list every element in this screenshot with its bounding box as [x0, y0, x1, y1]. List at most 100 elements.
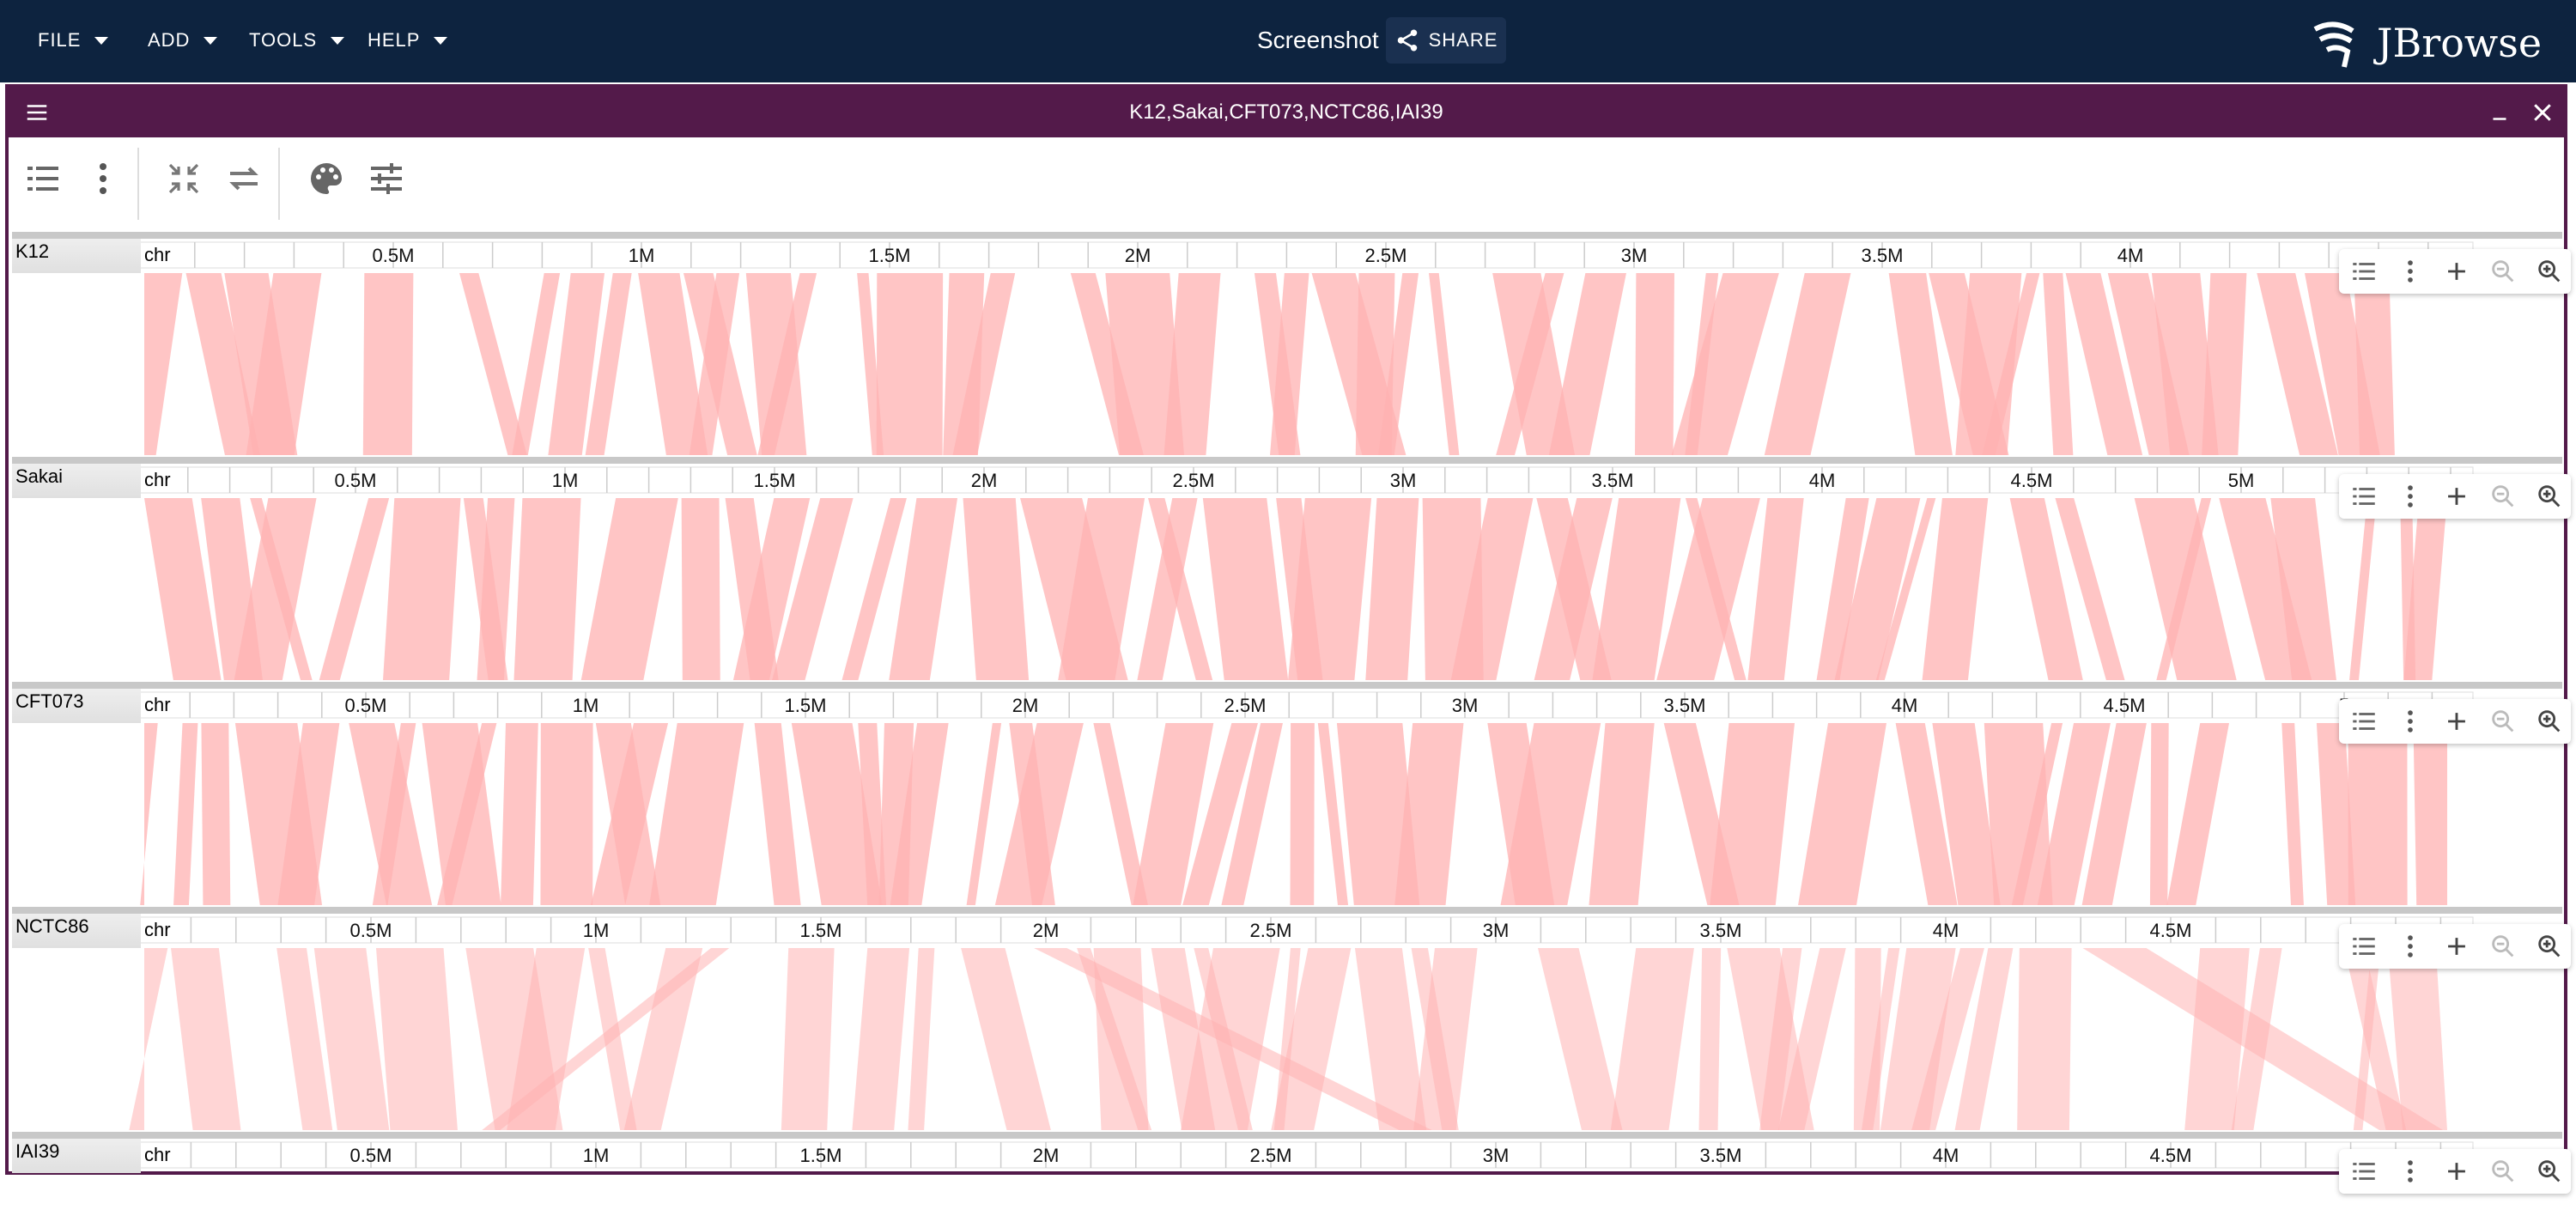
zoom-in-icon[interactable] — [2535, 257, 2564, 286]
synteny-ribbon[interactable] — [1093, 948, 1149, 1130]
track-list-icon[interactable] — [2349, 932, 2379, 961]
synteny-ribbon[interactable] — [319, 498, 390, 680]
synteny-ribbon[interactable] — [2349, 498, 2377, 680]
track-list-icon[interactable] — [2349, 257, 2379, 286]
synteny-ribbon[interactable] — [1764, 273, 1851, 455]
tune-icon[interactable] — [366, 158, 407, 199]
synteny-ribbon[interactable] — [459, 273, 527, 455]
synteny-ribbon[interactable] — [1548, 273, 1626, 455]
file-menu-button[interactable]: FILE — [38, 22, 109, 58]
synteny-ribbon[interactable] — [375, 948, 458, 1130]
zoom-in-icon[interactable] — [2535, 1157, 2564, 1186]
synteny-ribbon[interactable] — [1378, 273, 1419, 455]
synteny-ribbon[interactable] — [1861, 948, 1900, 1130]
hamburger-menu-icon[interactable] — [24, 100, 50, 125]
row-separator[interactable] — [12, 1132, 2562, 1139]
synteny-ribbon[interactable] — [2281, 723, 2304, 905]
synteny-ribbon[interactable] — [1133, 723, 1214, 905]
synteny-ribbon[interactable] — [2413, 723, 2447, 905]
more-vertical-icon[interactable] — [2396, 1157, 2425, 1186]
synteny-ribbon[interactable] — [171, 948, 241, 1130]
synteny-ribbon[interactable] — [772, 498, 854, 680]
synteny-ribbon[interactable] — [2151, 273, 2219, 455]
palette-icon[interactable] — [306, 158, 347, 199]
add-icon[interactable] — [2442, 707, 2471, 736]
synteny-ribbon[interactable] — [966, 723, 1002, 905]
view-title[interactable]: K12,Sakai,CFT073,NCTC86,IAI39 — [1129, 100, 1443, 124]
synteny-ribbon[interactable] — [858, 723, 887, 905]
synteny-ribbon[interactable] — [1634, 273, 1674, 455]
synteny-ribbon[interactable] — [1875, 498, 1936, 680]
synteny-ribbon[interactable] — [1317, 723, 1349, 905]
synteny-ribbon[interactable] — [277, 723, 340, 905]
ruler-bar[interactable] — [138, 916, 2474, 944]
synteny-ribbon[interactable] — [1365, 498, 1419, 680]
synteny-ribbon[interactable] — [1671, 273, 1779, 455]
synteny-ribbon[interactable] — [437, 723, 497, 905]
synteny-ribbon[interactable] — [961, 948, 1051, 1130]
zoom-out-icon[interactable] — [2488, 1157, 2518, 1186]
add-icon[interactable] — [2442, 932, 2471, 961]
synteny-ribbon[interactable] — [201, 723, 231, 905]
synteny-ribbon[interactable] — [477, 498, 515, 680]
synteny-ribbon[interactable] — [994, 723, 1084, 905]
synteny-ribbon[interactable] — [173, 723, 198, 905]
synteny-ribbon[interactable] — [1710, 723, 1795, 905]
synteny-ribbon[interactable] — [2011, 723, 2063, 905]
synteny-ribbon[interactable] — [781, 948, 835, 1130]
synteny-ribbon[interactable] — [512, 273, 561, 455]
synteny-ribbon[interactable] — [548, 273, 605, 455]
synteny-ribbon[interactable] — [246, 273, 322, 455]
row-separator[interactable] — [12, 457, 2562, 464]
row-separator[interactable] — [12, 907, 2562, 914]
row-separator[interactable] — [12, 232, 2562, 239]
synteny-ribbon[interactable] — [1288, 498, 1372, 680]
synteny-ribbon[interactable] — [2316, 723, 2356, 905]
session-title[interactable]: Screenshot — [1257, 27, 1379, 53]
row-separator[interactable] — [12, 682, 2562, 689]
zoom-in-icon[interactable] — [2535, 707, 2564, 736]
synteny-ribbon[interactable] — [313, 948, 390, 1130]
synteny-ribbon[interactable] — [638, 273, 708, 455]
synteny-ribbon[interactable] — [1592, 498, 1681, 680]
synteny-ribbon[interactable] — [507, 948, 586, 1130]
synteny-ribbon[interactable] — [952, 273, 1016, 455]
synteny-ribbon[interactable] — [276, 948, 333, 1130]
zoom-out-icon[interactable] — [2488, 707, 2518, 736]
tools-menu-button[interactable]: TOOLS — [249, 22, 345, 58]
synteny-ribbon[interactable] — [2043, 273, 2074, 455]
synteny-ribbon[interactable] — [754, 723, 801, 905]
synteny-ribbon[interactable] — [2354, 273, 2395, 455]
close-icon[interactable] — [2530, 100, 2555, 125]
swap-icon[interactable] — [223, 158, 264, 199]
add-icon[interactable] — [2442, 257, 2471, 286]
synteny-ribbon[interactable] — [1105, 273, 1185, 455]
synteny-ribbon[interactable] — [129, 948, 168, 1130]
synteny-ribbon[interactable] — [963, 498, 1030, 680]
zoom-out-icon[interactable] — [2488, 482, 2518, 511]
synteny-ribbon[interactable] — [1880, 948, 1956, 1130]
synteny-ribbon[interactable] — [144, 273, 183, 455]
zoom-out-icon[interactable] — [2488, 257, 2518, 286]
synteny-ribbon[interactable] — [889, 498, 958, 680]
synteny-ribbon[interactable] — [2037, 723, 2111, 905]
track-list-icon[interactable] — [2349, 707, 2379, 736]
synteny-ribbon[interactable] — [890, 723, 949, 905]
synteny-ribbon[interactable] — [908, 948, 935, 1130]
synteny-ribbon[interactable] — [2202, 273, 2247, 455]
more-vertical-icon[interactable] — [2396, 707, 2425, 736]
synteny-ribbon[interactable] — [1984, 723, 2053, 905]
synteny-ribbon[interactable] — [591, 723, 669, 905]
synteny-ribbon[interactable] — [1413, 948, 1478, 1130]
track-list-icon[interactable] — [2349, 1157, 2379, 1186]
synteny-ribbon[interactable] — [1181, 948, 1280, 1130]
add-icon[interactable] — [2442, 482, 2471, 511]
synteny-ribbon[interactable] — [1429, 273, 1460, 455]
synteny-ribbon[interactable] — [2017, 948, 2072, 1130]
synteny-ribbon[interactable] — [2149, 723, 2169, 905]
synteny-ribbon[interactable] — [362, 273, 414, 455]
synteny-ribbon[interactable] — [649, 723, 744, 905]
synteny-ribbon[interactable] — [144, 498, 222, 680]
synteny-ribbon[interactable] — [1610, 948, 1694, 1130]
synteny-ribbon[interactable] — [2055, 498, 2125, 680]
